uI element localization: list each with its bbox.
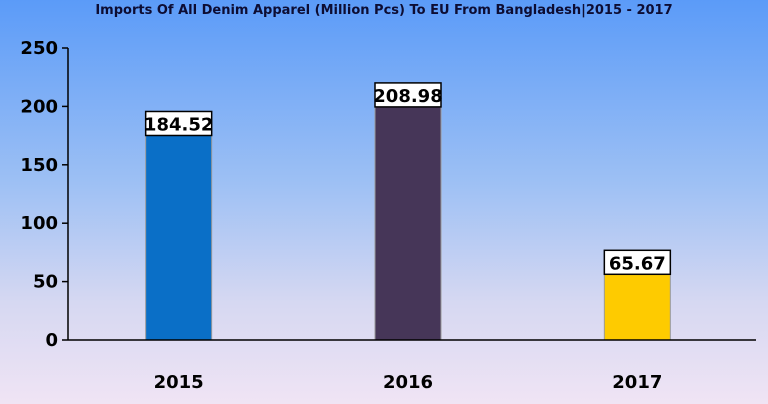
y-tick-label: 100 — [20, 213, 58, 234]
y-tick-label: 200 — [20, 96, 58, 117]
y-tick-label: 50 — [33, 272, 58, 293]
bar-2015 — [145, 123, 213, 341]
data-label: 184.52 — [144, 114, 213, 135]
y-tick-label: 0 — [45, 330, 58, 351]
x-tick-label: 2017 — [612, 372, 662, 393]
data-label: 65.67 — [609, 253, 666, 274]
bar-2016 — [374, 95, 442, 341]
data-label-box — [374, 82, 442, 108]
chart-title: Imports Of All Denim Apparel (Million Pc… — [95, 3, 673, 18]
x-tick-label: 2015 — [154, 372, 204, 393]
data-label: 208.98 — [373, 86, 442, 107]
bars: 184.52 208.98 65.67 — [144, 82, 672, 341]
y-tick-label: 250 — [20, 38, 58, 59]
x-tick-label: 2016 — [383, 372, 433, 393]
data-label-box — [144, 110, 213, 137]
x-axis: 2015 2016 2017 — [68, 339, 756, 393]
y-tick-label: 150 — [20, 155, 58, 176]
data-label-box — [603, 249, 672, 276]
y-axis: 0 50 100 150 200 250 — [20, 38, 69, 351]
